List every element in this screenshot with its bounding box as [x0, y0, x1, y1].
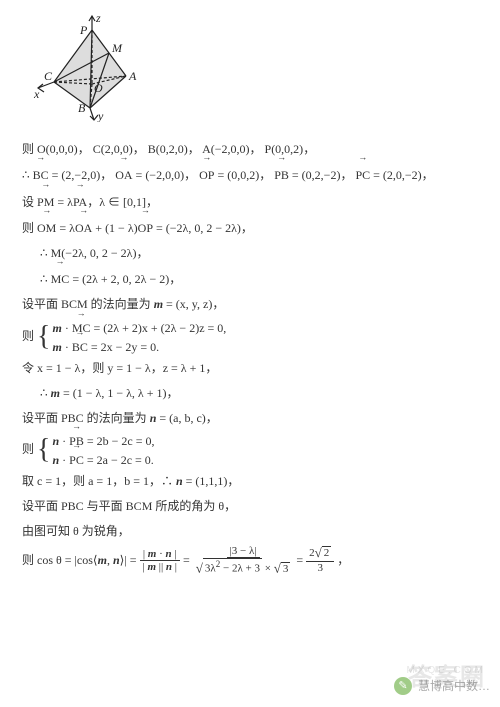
vec-om: OM — [37, 215, 56, 241]
line-system-n: 则 { n · PB = 2b − 2c = 0, n · PC = 2a − … — [22, 431, 482, 469]
text: 3λ — [205, 563, 216, 575]
text: 则 — [22, 442, 34, 456]
text: ∴ — [40, 272, 51, 286]
brace-system-n: { n · PB = 2b − 2c = 0, n · PC = 2a − 2c… — [37, 431, 154, 469]
line-angle-def: 设平面 PBC 与平面 BCM 所成的角为 θ， — [22, 494, 482, 519]
axis-x-label: x — [33, 87, 40, 101]
line-system-m: 则 { m · MC = (2λ + 2)x + (2λ − 2)z = 0, … — [22, 318, 482, 356]
text: − 2λ + 3 — [220, 563, 260, 575]
vec-oa2: OA — [75, 215, 92, 241]
vector-n: n — [176, 474, 183, 488]
watermark-text: 慧博高中数… — [418, 674, 490, 699]
text: + (1 − λ) — [92, 221, 137, 235]
vec-pc: PC — [355, 162, 370, 188]
vector-n: n — [52, 434, 59, 448]
text: = (1,1,1)， — [183, 474, 240, 488]
vector-m: m — [98, 552, 107, 566]
text: = (x, y, z)， — [163, 297, 224, 311]
text: = (0,0,2) — [214, 168, 259, 182]
text: × — [262, 563, 274, 575]
line-coords: 则 O(0,0,0)， C(2,0,0)， B(0,2,0)， A(−2,0,0… — [22, 137, 482, 162]
line-vectors: ∴ BC = (2,−2,0)， OA = (−2,0,0)， OP = (0,… — [22, 162, 482, 188]
text: · — [156, 548, 165, 560]
text: = λ — [56, 221, 75, 235]
point-b-label: B — [78, 101, 86, 115]
text: 2 — [322, 546, 332, 560]
text: ⟩| = — [120, 552, 140, 566]
line-mc: ∴ MC = (2λ + 2, 0, 2λ − 2)， — [22, 266, 482, 292]
line-m-result: ∴ m = (1 − λ, 1 − λ, λ + 1)， — [22, 381, 482, 406]
text: 3 — [281, 562, 291, 576]
text: 则 — [22, 221, 34, 235]
vec-pb: PB — [274, 162, 289, 188]
vec-pc: PC — [69, 450, 84, 469]
vector-m: m — [51, 386, 60, 400]
text: 设平面 PBC 的法向量为 — [22, 411, 147, 425]
text: = (−2,0,0) — [133, 168, 185, 182]
text: = (2λ + 2, 0, 2λ − 2)， — [69, 272, 181, 286]
text: = λ — [54, 195, 73, 209]
text: ∴ — [22, 168, 33, 182]
text: |3 − λ| — [227, 545, 260, 559]
text: = — [183, 552, 193, 566]
text: ∴ — [40, 386, 51, 400]
text: 则 cos θ = |cos⟨ — [22, 552, 98, 566]
fraction-2: |3 − λ| √3λ2 − 2λ + 3 × √3 — [193, 545, 294, 577]
vector-n: n — [166, 548, 172, 560]
vector-m: m — [147, 561, 156, 573]
vector-n: n — [166, 561, 172, 573]
line-normal-n: 设平面 PBC 的法向量为 n = (a, b, c)， — [22, 406, 482, 431]
fraction-3: 2√2 3 — [306, 546, 334, 575]
tetrahedron-diagram: z x y P M A B C O — [30, 12, 482, 131]
point-o-label: O — [94, 81, 103, 95]
line-acute: 由图可知 θ 为锐角， — [22, 519, 482, 544]
axis-z-label: z — [95, 12, 101, 25]
text: = (2,0,−2) — [370, 168, 422, 182]
brace-system-m: { m · MC = (2λ + 2)x + (2λ − 2)z = 0, m … — [37, 318, 226, 356]
point-c-label: C — [44, 69, 53, 83]
axis-y-label: y — [97, 109, 104, 122]
text: = — [296, 552, 306, 566]
line-costheta: 则 cos θ = |cos⟨m, n⟩| = | m · n | | m ||… — [22, 545, 482, 577]
text: = (−2λ, 0, 2 − 2λ)， — [153, 221, 253, 235]
text: = (1 − λ, 1 − λ, λ + 1)， — [60, 386, 179, 400]
point-m-label: M — [111, 41, 123, 55]
vec-mc: MC — [51, 266, 70, 292]
vector-n: n — [52, 453, 59, 467]
watermark-badge: ✎ 慧博高中数… — [394, 674, 490, 699]
text: = (0,2,−2) — [289, 168, 341, 182]
page: z x y P M A B C O 则 O(0,0,0)， C(2,0,0)， … — [0, 0, 500, 707]
vec-bc: BC — [72, 337, 88, 356]
line-let-x: 令 x = 1 − λ，则 y = 1 − λ，z = λ + 1， — [22, 356, 482, 381]
text: = 2x − 2y = 0. — [88, 340, 159, 354]
text: 3 — [314, 562, 326, 575]
line-take-c: 取 c = 1，则 a = 1，b = 1，∴ n = (1,1,1)， — [22, 469, 482, 494]
text: = 2b − 2c = 0, — [84, 434, 155, 448]
text: 则 — [22, 328, 34, 342]
text: = (a, b, c)， — [156, 411, 217, 425]
vector-m: m — [52, 340, 61, 354]
text: = 2a − 2c = 0. — [84, 453, 154, 467]
text: 取 c = 1，则 a = 1，b = 1，∴ — [22, 474, 176, 488]
point-p-label: P — [79, 23, 88, 37]
line-normal-m: 设平面 BCM 的法向量为 m = (x, y, z)， — [22, 292, 482, 317]
vec-op: OP — [199, 162, 214, 188]
text: B(0,2,0) — [148, 142, 188, 156]
text: ， — [337, 552, 349, 566]
line-om: 则 OM = λOA + (1 − λ)OP = (−2λ, 0, 2 − 2λ… — [22, 215, 482, 241]
fraction-1: | m · n | | m || n | — [139, 548, 180, 574]
vec-op2: OP — [138, 215, 153, 241]
point-a-label: A — [128, 69, 137, 83]
line-m-point: ∴ M(−2λ, 0, 2 − 2λ)， — [22, 241, 482, 266]
text: 设 — [22, 195, 34, 209]
pencil-icon: ✎ — [394, 677, 412, 695]
vec-oa: OA — [115, 162, 132, 188]
vector-n: n — [113, 552, 120, 566]
text: = (2λ + 2)x + (2λ − 2)z = 0, — [91, 321, 227, 335]
vector-m: m — [52, 321, 61, 335]
vector-m: m — [154, 297, 163, 311]
